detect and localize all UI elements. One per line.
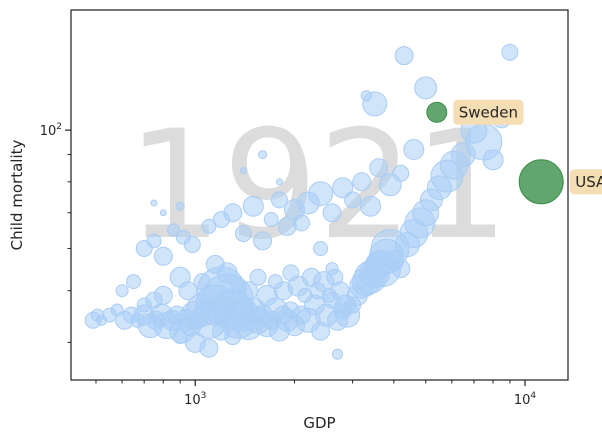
usa-label: USA	[575, 173, 602, 191]
country-point-130	[224, 328, 242, 346]
country-point-143	[239, 167, 247, 174]
country-point-100	[392, 164, 410, 182]
country-point-79	[183, 236, 201, 254]
country-point-93	[322, 203, 342, 223]
country-point-144	[150, 199, 158, 207]
x-tick-label: 104	[514, 391, 537, 408]
country-point-142	[275, 178, 283, 186]
sweden-label-box	[453, 99, 524, 125]
country-point-98	[369, 158, 389, 178]
sweden-label: Sweden	[459, 103, 518, 121]
country-point-138	[126, 274, 141, 290]
country-point-80	[201, 218, 217, 234]
country-point-145	[159, 209, 167, 217]
country-point-106	[313, 241, 329, 256]
country-point-84	[242, 195, 264, 217]
usa-label-box	[569, 169, 602, 195]
country-point-112	[216, 262, 238, 284]
country-point-83	[234, 225, 252, 242]
country-point-87	[270, 191, 288, 209]
country-point-139	[258, 150, 268, 160]
country-point-102	[414, 76, 438, 100]
country-point-132	[172, 329, 188, 345]
country-point-104	[360, 90, 372, 102]
country-point-136	[153, 285, 173, 305]
highlight-layer: Sweden USA	[426, 99, 602, 205]
axes-layer	[70, 9, 569, 381]
country-point-128	[334, 294, 356, 316]
points-layer	[84, 43, 519, 360]
country-point-92	[308, 181, 334, 207]
country-point-75	[146, 233, 162, 249]
country-point-76	[153, 246, 173, 266]
y-axis-label: Child mortality	[8, 140, 26, 251]
country-point-82	[223, 203, 243, 223]
usa-point	[518, 159, 564, 205]
country-point-110	[193, 273, 211, 291]
country-point-90	[293, 214, 310, 232]
country-point-105	[394, 46, 414, 66]
country-point-77	[167, 223, 181, 237]
y-tick-label: 102	[40, 122, 62, 139]
country-point-96	[352, 172, 372, 192]
country-point-71	[482, 149, 504, 171]
country-point-109	[178, 281, 198, 301]
country-point-86	[263, 212, 279, 227]
country-point-73	[501, 43, 519, 61]
country-point-101	[403, 139, 425, 160]
country-point-114	[239, 281, 258, 301]
ticks-layer: 103 104 102	[40, 122, 537, 408]
country-point-95	[344, 191, 362, 209]
country-point-97	[360, 195, 381, 217]
country-point-140	[332, 348, 343, 360]
country-point-94	[332, 177, 354, 199]
country-point-133	[199, 338, 219, 358]
country-point-115	[249, 268, 267, 286]
country-point-59	[391, 259, 411, 279]
x-axis-label: GDP	[303, 414, 335, 432]
x-tick-label: 103	[184, 391, 206, 408]
country-point-137	[115, 284, 129, 298]
country-point-141	[175, 201, 185, 211]
plot-frame	[70, 9, 569, 381]
sweden-point	[426, 101, 448, 123]
country-point-85	[253, 231, 273, 251]
